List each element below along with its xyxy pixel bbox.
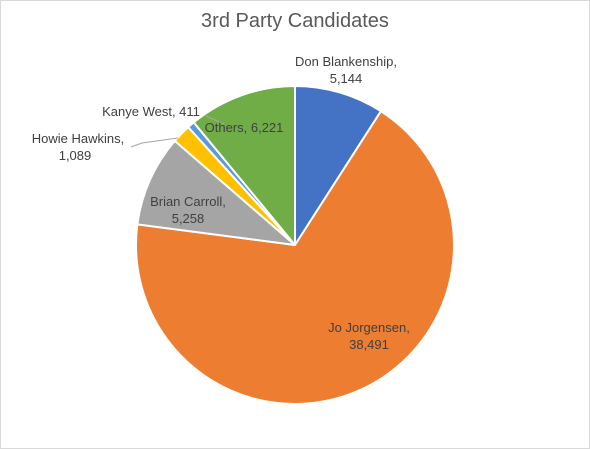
data-label-brian-carroll: Brian Carroll, 5,258 bbox=[150, 194, 226, 226]
leader-line-howie-hawkins bbox=[130, 137, 179, 148]
pie-slice-others bbox=[192, 85, 296, 246]
data-label-howie-hawkins: Howie Hawkins, 1,089 bbox=[32, 131, 124, 163]
pie-slice-don-blankenship bbox=[294, 85, 382, 246]
data-label-don-blankenship: Don Blankenship, 5,144 bbox=[295, 54, 397, 86]
leader-line-kanye-west bbox=[205, 115, 225, 125]
pie-slice-jo-jorgensen bbox=[135, 110, 455, 405]
chart-title: 3rd Party Candidates bbox=[201, 10, 389, 32]
pie-slice-brian-carroll bbox=[136, 139, 296, 246]
data-label-kanye-west: Kanye West, 411 bbox=[102, 104, 200, 119]
data-label-others: Others, 6,221 bbox=[205, 120, 284, 135]
data-label-jo-jorgensen: Jo Jorgensen, 38,491 bbox=[328, 320, 410, 352]
